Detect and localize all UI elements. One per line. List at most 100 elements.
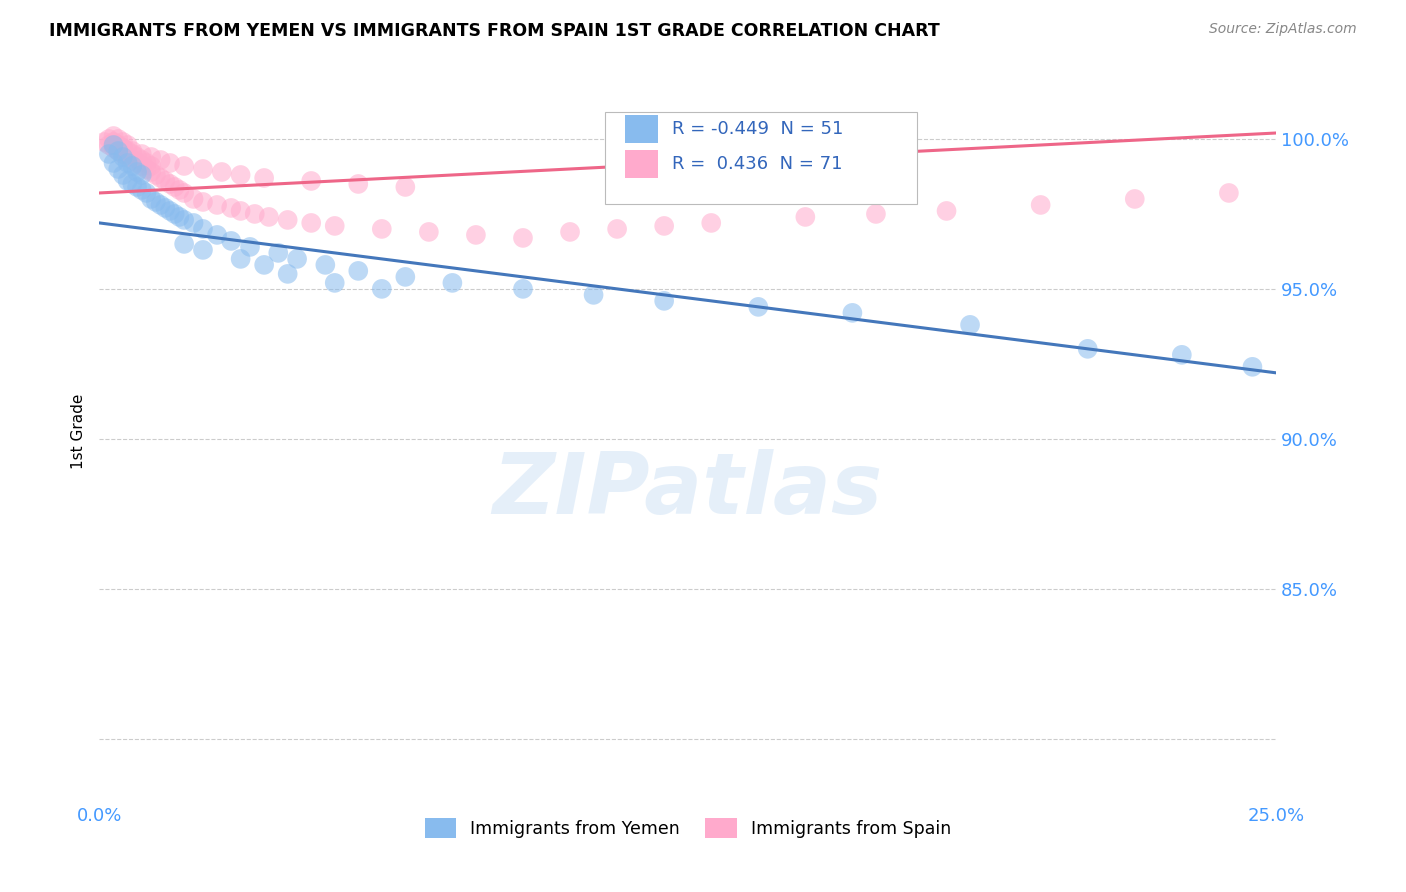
Point (191, 222, 214, 236)
Point (117, 144, 139, 158)
Point (371, 222, 394, 236)
Point (97, 138, 120, 153)
Point (135, 186, 157, 200)
Bar (626, 150, 658, 178)
Point (205, 227, 228, 242)
Point (173, 236, 195, 251)
Point (299, 216, 322, 230)
Point (107, 144, 129, 158)
Point (131, 147, 153, 161)
Point (253, 258, 276, 272)
Point (314, 258, 336, 272)
Point (163, 207, 186, 221)
Legend: Immigrants from Yemen, Immigrants from Spain: Immigrants from Yemen, Immigrants from S… (418, 811, 957, 845)
Point (111, 141, 134, 155)
Point (131, 183, 153, 197)
Point (111, 168, 134, 182)
Text: IMMIGRANTS FROM YEMEN VS IMMIGRANTS FROM SPAIN 1ST GRADE CORRELATION CHART: IMMIGRANTS FROM YEMEN VS IMMIGRANTS FROM… (49, 22, 941, 40)
Point (125, 165, 148, 179)
Point (145, 194, 167, 209)
Point (169, 183, 191, 197)
Text: R = -0.449  N = 51: R = -0.449 N = 51 (672, 120, 844, 138)
Point (257, 210, 280, 224)
Bar (626, 115, 658, 144)
Point (243, 207, 266, 221)
Point (512, 231, 534, 245)
Point (141, 192, 163, 206)
Point (211, 165, 233, 179)
Point (183, 192, 205, 206)
Point (121, 159, 143, 173)
Point (418, 225, 440, 239)
Point (1077, 342, 1099, 356)
Point (191, 243, 214, 257)
Point (229, 168, 252, 182)
Point (93, 135, 115, 149)
Point (117, 174, 139, 188)
Point (111, 147, 134, 161)
Point (159, 156, 181, 170)
Point (1171, 348, 1194, 362)
Point (163, 180, 186, 194)
Point (1123, 192, 1146, 206)
Point (131, 153, 153, 167)
Point (652, 293, 675, 308)
Point (173, 186, 195, 200)
Point (959, 318, 981, 332)
Point (159, 203, 181, 218)
Point (1029, 198, 1052, 212)
Point (1241, 359, 1264, 374)
Point (277, 213, 299, 227)
Point (131, 159, 153, 173)
Point (173, 213, 195, 227)
Point (191, 161, 214, 176)
Point (117, 156, 139, 170)
Point (107, 161, 129, 176)
Point (159, 177, 181, 191)
Point (141, 150, 163, 164)
Point (111, 135, 134, 149)
Point (747, 300, 769, 314)
Point (841, 306, 863, 320)
Point (173, 159, 195, 173)
Point (107, 138, 129, 153)
Point (371, 282, 394, 296)
Point (131, 168, 153, 182)
Point (512, 282, 534, 296)
Point (267, 246, 290, 260)
Point (107, 144, 129, 158)
Point (103, 135, 125, 149)
Point (121, 177, 143, 191)
Point (347, 177, 370, 191)
Point (229, 203, 252, 218)
Point (121, 147, 143, 161)
Point (103, 128, 125, 143)
Point (125, 180, 148, 194)
Point (145, 168, 167, 182)
Point (149, 153, 172, 167)
Point (135, 156, 157, 170)
FancyBboxPatch shape (606, 112, 917, 203)
Point (394, 269, 416, 284)
Point (1218, 186, 1240, 200)
Point (103, 138, 125, 153)
Point (347, 264, 370, 278)
Point (117, 150, 139, 164)
Point (103, 138, 125, 153)
Point (606, 222, 628, 236)
Point (323, 219, 346, 233)
Point (582, 288, 605, 302)
Point (239, 240, 262, 254)
Point (149, 171, 172, 186)
Point (394, 180, 416, 194)
Point (191, 194, 214, 209)
Point (169, 210, 191, 224)
Point (323, 276, 346, 290)
Point (285, 252, 308, 266)
Point (205, 198, 228, 212)
Point (183, 216, 205, 230)
Point (865, 207, 887, 221)
Point (700, 216, 723, 230)
Point (155, 174, 177, 188)
Point (97, 132, 120, 146)
